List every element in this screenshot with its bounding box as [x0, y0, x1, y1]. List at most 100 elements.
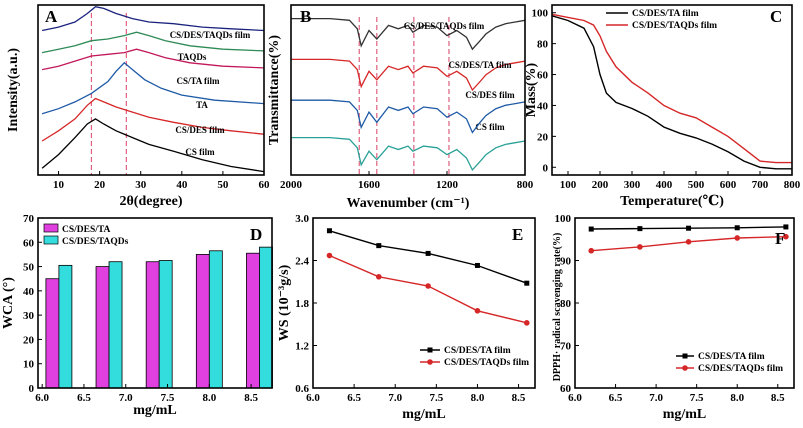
panel-letter-e: E	[512, 225, 523, 244]
series-line	[291, 99, 526, 134]
series-label: CS/DES/TA film	[448, 60, 512, 70]
a-x-tick-label: 60	[259, 179, 271, 191]
c-x-tick-label: 500	[688, 179, 705, 191]
legend-label: CS/DES/TAQDs film	[698, 364, 783, 374]
x-axis-label: 2θ(degree)	[119, 194, 182, 209]
legend-label: CS/DES/TA film	[698, 352, 765, 362]
panel-b: CS film CS/DES film CS/DES/TA film CS/DES/T…	[267, 4, 534, 211]
y-tick-label: 100	[555, 213, 572, 225]
y-tick-label: 50	[23, 262, 35, 274]
legend-label: CS/DES/TAQDs film	[444, 358, 529, 368]
plot-frame	[574, 217, 795, 389]
d-x-tick-label: 6.5	[77, 392, 91, 404]
data-point	[425, 283, 431, 289]
e-x-tick-label: 8.0	[471, 392, 485, 404]
plot-frame	[290, 4, 526, 176]
data-point	[734, 235, 741, 241]
panel-d: 6.0 6.5 7.0 7.5 8.0 8.5 0 10 20 30 40 50 60 70 WCA (°)…	[1, 213, 273, 418]
data-point	[523, 320, 530, 326]
series-line	[329, 254, 527, 324]
data-point	[588, 226, 594, 232]
y-tick-label: 60	[537, 70, 549, 82]
plot-frame	[37, 4, 265, 176]
b-x-tick-label: 800	[517, 179, 534, 191]
a-x-tick-label: 40	[176, 179, 188, 191]
c-x-tick-label: 300	[624, 179, 641, 191]
c-x-tick-label: 800	[784, 179, 801, 191]
series-line	[41, 6, 265, 32]
legend-marker	[427, 347, 433, 353]
c-x-tick-label: 400	[656, 179, 673, 191]
y-tick-label: 40	[23, 286, 35, 298]
e-x-tick-label: 6.5	[347, 392, 361, 404]
bar	[208, 250, 223, 389]
y-axis-label: Transmittance(%)	[267, 35, 282, 145]
legend-swatch	[43, 235, 59, 245]
data-point	[637, 244, 643, 250]
c-x-tick-label: 700	[752, 179, 769, 191]
plot-frame	[37, 217, 273, 389]
y-tick-label: 1.8	[295, 298, 309, 310]
y-axis-label: DPPH· radical scavenging rate(%)	[552, 233, 563, 382]
plot-frame	[551, 4, 793, 176]
legend-label: CS/DES/TAQDs	[62, 237, 129, 247]
series-label: CS film	[475, 122, 505, 132]
y-tick-label: 20	[23, 334, 35, 346]
y-tick-label: 100	[532, 8, 549, 20]
y-tick-label: 0.6	[295, 383, 309, 395]
data-point	[326, 252, 333, 259]
series-label: TA	[196, 100, 208, 110]
d-x-tick-label: 7.5	[161, 392, 175, 404]
y-tick-label: 2.4	[295, 256, 309, 268]
legend-marker	[427, 359, 433, 365]
bar	[145, 261, 160, 389]
y-axis-label: Mass(%)	[524, 62, 539, 117]
e-x-tick-label: 6.0	[306, 392, 320, 404]
c-x-tick-label: 200	[592, 179, 609, 191]
a-x-tick-label: 30	[135, 179, 147, 191]
bar	[58, 264, 73, 389]
d-x-tick-label: 8.5	[244, 392, 258, 404]
y-tick-label: 20	[537, 131, 549, 143]
bar	[45, 278, 60, 389]
x-axis-label: mg/mL	[663, 407, 707, 422]
panel-letter-f: F	[775, 229, 785, 248]
y-tick-label: 10	[23, 359, 35, 371]
e-x-tick-label: 7.0	[388, 392, 402, 404]
d-x-tick-label: 8.0	[202, 392, 216, 404]
series-label: CS/DES film	[465, 90, 515, 100]
bar	[108, 261, 123, 389]
e-x-tick-label: 7.5	[429, 392, 443, 404]
a-x-tick-label: 20	[94, 179, 106, 191]
series-line	[291, 17, 526, 51]
legend-label: CS/DES/TAQDs film	[632, 21, 717, 31]
panel-e: 6.0 6.5 7.0 7.5 8.0 8.5 0.6 1.2 1.8 2.4 3.0 WS (10⁻…	[277, 213, 536, 422]
f-x-tick-label: 8.5	[771, 392, 785, 404]
b-x-tick-label: 1600	[358, 179, 381, 191]
x-axis-label: Temperature(℃)	[620, 194, 724, 209]
y-tick-label: 70	[23, 213, 35, 225]
y-tick-label: 0	[543, 162, 549, 174]
data-point	[524, 280, 530, 286]
y-tick-label: 40	[537, 100, 549, 112]
panel-a: CS film CS/DES film TA CS/TA film TAQDs CS/DE…	[6, 4, 271, 209]
series-label: CS/TA film	[176, 76, 220, 86]
legend-label: CS/DES/TA film	[632, 9, 699, 19]
e-x-tick-label: 8.5	[512, 392, 526, 404]
c-x-tick-label: 600	[720, 179, 737, 191]
series-label: CS film	[185, 147, 215, 157]
data-point	[474, 307, 481, 314]
data-point	[376, 243, 382, 249]
panel-f: 6.0 6.5 7.0 7.5 8.0 8.5 60 70 80 90 100 DPPH· radic…	[552, 213, 795, 422]
legend-label: CS/DES/TA	[62, 225, 111, 235]
data-point	[637, 226, 643, 232]
series-line	[551, 13, 792, 164]
series-label: CS/DES/TAQDs film	[170, 30, 251, 40]
d-x-tick-label: 6.0	[35, 392, 49, 404]
y-tick-label: 60	[560, 383, 572, 395]
panel-letter-d: D	[250, 225, 262, 244]
y-tick-label: 0	[29, 383, 35, 395]
b-x-tick-label: 2000	[280, 179, 303, 191]
data-point	[474, 262, 480, 268]
